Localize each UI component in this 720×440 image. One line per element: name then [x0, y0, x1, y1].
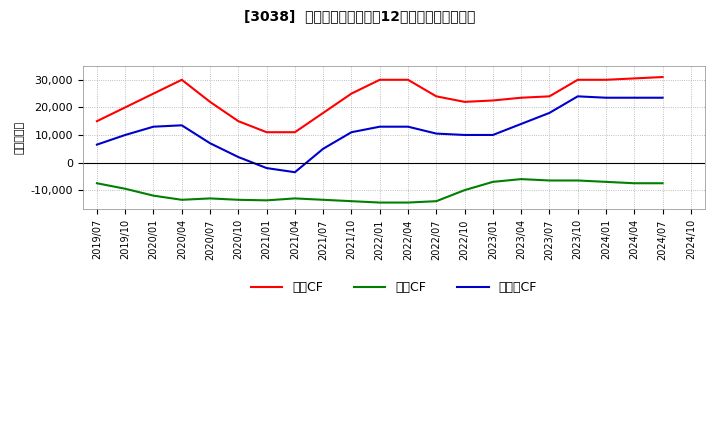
フリーCF	[234, 154, 243, 160]
投資CF	[489, 179, 498, 184]
営業CF	[262, 129, 271, 135]
営業CF	[319, 110, 328, 116]
営業CF	[404, 77, 413, 82]
Line: 営業CF: 営業CF	[97, 77, 662, 132]
営業CF	[121, 105, 130, 110]
営業CF	[432, 94, 441, 99]
投資CF	[545, 178, 554, 183]
フリーCF	[489, 132, 498, 138]
投資CF	[460, 187, 469, 193]
フリーCF	[573, 94, 582, 99]
営業CF	[206, 99, 215, 105]
フリーCF	[319, 146, 328, 151]
フリーCF	[460, 132, 469, 138]
営業CF	[489, 98, 498, 103]
フリーCF	[432, 131, 441, 136]
フリーCF	[347, 129, 356, 135]
投資CF	[121, 186, 130, 191]
フリーCF	[206, 141, 215, 146]
投資CF	[630, 180, 639, 186]
フリーCF	[602, 95, 611, 100]
営業CF	[630, 76, 639, 81]
営業CF	[149, 91, 158, 96]
営業CF	[347, 91, 356, 96]
投資CF	[177, 197, 186, 202]
フリーCF	[404, 124, 413, 129]
Text: [3038]  キャッシュフローの12か月移動合計の推移: [3038] キャッシュフローの12か月移動合計の推移	[244, 9, 476, 23]
フリーCF	[291, 169, 300, 175]
フリーCF	[149, 124, 158, 129]
投資CF	[404, 200, 413, 205]
投資CF	[93, 180, 102, 186]
営業CF	[93, 118, 102, 124]
フリーCF	[658, 95, 667, 100]
営業CF	[460, 99, 469, 105]
投資CF	[573, 178, 582, 183]
営業CF	[375, 77, 384, 82]
投資CF	[319, 197, 328, 202]
投資CF	[234, 197, 243, 202]
投資CF	[602, 179, 611, 184]
Line: フリーCF: フリーCF	[97, 96, 662, 172]
投資CF	[262, 198, 271, 203]
フリーCF	[375, 124, 384, 129]
営業CF	[545, 94, 554, 99]
営業CF	[177, 77, 186, 82]
フリーCF	[177, 123, 186, 128]
営業CF	[291, 129, 300, 135]
フリーCF	[262, 165, 271, 171]
フリーCF	[93, 142, 102, 147]
Line: 投資CF: 投資CF	[97, 179, 662, 202]
投資CF	[149, 193, 158, 198]
フリーCF	[545, 110, 554, 116]
投資CF	[658, 180, 667, 186]
投資CF	[206, 196, 215, 201]
営業CF	[573, 77, 582, 82]
Legend: 営業CF, 投資CF, フリーCF: 営業CF, 投資CF, フリーCF	[246, 276, 542, 299]
投資CF	[375, 200, 384, 205]
営業CF	[658, 74, 667, 80]
フリーCF	[121, 132, 130, 138]
投資CF	[432, 198, 441, 204]
フリーCF	[517, 121, 526, 127]
フリーCF	[630, 95, 639, 100]
営業CF	[602, 77, 611, 82]
投資CF	[517, 176, 526, 182]
投資CF	[347, 198, 356, 204]
Y-axis label: （百万円）: （百万円）	[15, 121, 25, 154]
営業CF	[517, 95, 526, 100]
投資CF	[291, 196, 300, 201]
営業CF	[234, 118, 243, 124]
